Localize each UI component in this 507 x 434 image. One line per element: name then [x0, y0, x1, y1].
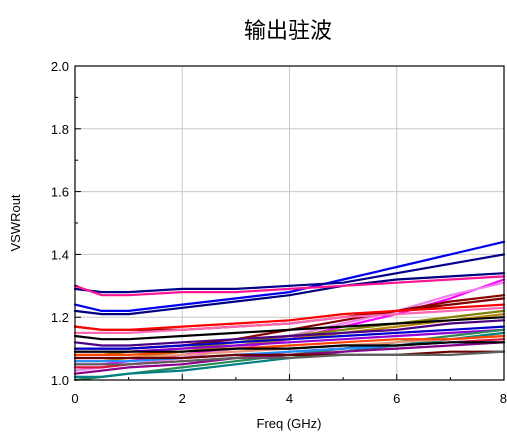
- series-line-24: [73, 341, 506, 353]
- y-tick-label: 1.8: [51, 122, 69, 137]
- series-line-18: [73, 331, 506, 378]
- x-axis-label: Freq (GHz): [257, 416, 322, 431]
- series-line-2: [73, 253, 506, 294]
- chart-title: 输出驻波: [244, 19, 332, 44]
- grid-lines: [75, 66, 504, 380]
- series-line-25: [73, 350, 506, 360]
- x-tick-label: 0: [71, 391, 78, 406]
- axis-ticks: [74, 65, 505, 381]
- x-tick-label: 8: [500, 391, 507, 406]
- y-tick-label: 1.0: [51, 373, 69, 388]
- series-line-26: [73, 350, 506, 366]
- y-axis-label: VSWRout: [8, 194, 23, 251]
- series-line-3: [73, 272, 506, 316]
- x-tick-label: 4: [286, 391, 293, 406]
- y-tick-label: 2.0: [51, 59, 69, 74]
- series-line-20: [73, 334, 506, 356]
- series-line-9: [73, 303, 506, 331]
- series-line-11: [73, 309, 506, 356]
- series-line-1: [73, 240, 506, 312]
- x-tick-label: 2: [179, 391, 186, 406]
- y-tick-labels: 1.0 1.2 1.4 1.6 1.8 2.0: [51, 59, 69, 388]
- series-line-12: [73, 313, 506, 363]
- series-line-23: [73, 341, 506, 375]
- series-group: [73, 240, 506, 382]
- x-tick-label: 6: [393, 391, 400, 406]
- series-line-13: [73, 316, 506, 341]
- y-tick-label: 1.2: [51, 310, 69, 325]
- y-tick-label: 1.6: [51, 185, 69, 200]
- x-tick-labels: 0 2 4 6 8: [71, 391, 507, 406]
- series-line-10: [73, 306, 506, 334]
- series-line-14: [73, 319, 506, 347]
- series-line-4: [73, 275, 506, 297]
- y-tick-label: 1.4: [51, 247, 69, 262]
- series-line-15: [73, 325, 506, 350]
